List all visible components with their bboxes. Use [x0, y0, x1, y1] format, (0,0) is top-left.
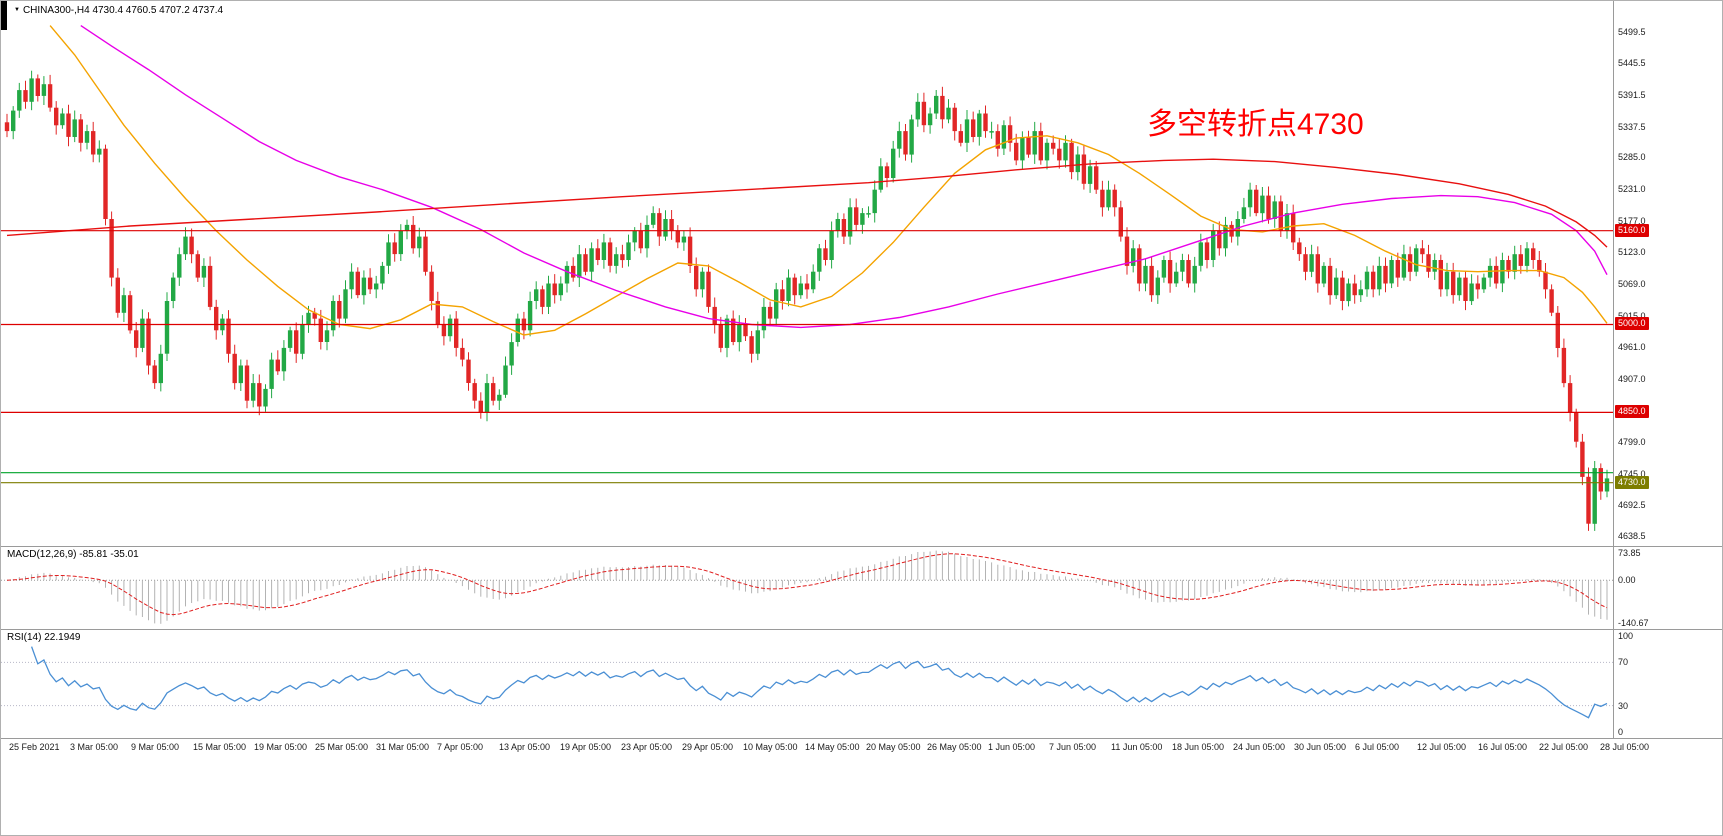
horizontal-lines-layer[interactable] [1, 230, 1613, 484]
macd-indicator-label: MACD(12,26,9) -85.81 -35.01 [7, 549, 139, 560]
rsi-indicator-label: RSI(14) 22.1949 [7, 632, 81, 643]
price-axis-label: 5123.0 [1618, 247, 1646, 257]
price-axis-label: 5391.5 [1618, 90, 1646, 100]
time-axis-label: 24 Jun 05:00 [1233, 742, 1286, 752]
price-axis-label: 5015.0 [1618, 311, 1646, 321]
price-level-badge: 5160.0 [1615, 224, 1649, 237]
time-axis-label: 7 Jun 05:00 [1049, 742, 1097, 752]
price-axis-label: 5337.5 [1618, 122, 1646, 132]
time-axis-label: 19 Apr 05:00 [560, 742, 612, 752]
price-axis-label: 5231.0 [1618, 184, 1646, 194]
time-axis-label: 23 Apr 05:00 [621, 742, 673, 752]
time-axis-label: 19 Mar 05:00 [254, 742, 308, 752]
price-chart-canvas[interactable] [1, 1, 1613, 546]
time-axis-label: 9 Mar 05:00 [131, 742, 180, 752]
time-axis-label: 7 Apr 05:00 [437, 742, 484, 752]
time-axis-label: 6 Jul 05:00 [1355, 742, 1400, 752]
price-axis-label: 4907.0 [1618, 374, 1646, 384]
time-axis-label: 25 Mar 05:00 [315, 742, 369, 752]
axis-separator-vertical [1613, 1, 1614, 738]
time-axis-label: 15 Mar 05:00 [193, 742, 247, 752]
macd-axis-label: 0.00 [1618, 575, 1636, 585]
rsi-line [30, 646, 1608, 719]
price-axis-label: 4961.0 [1618, 342, 1646, 352]
time-axis-label: 13 Apr 05:00 [499, 742, 551, 752]
annotation-text: 多空转折点4730 [1147, 108, 1364, 141]
price-axis-label: 5285.0 [1618, 152, 1646, 162]
price-axis-label: 5499.5 [1618, 27, 1646, 37]
price-axis-label: 4692.5 [1618, 500, 1646, 510]
axis-separator-horizontal [1, 738, 1722, 739]
left-edge-marker [1, 1, 7, 30]
time-axis-label: 22 Jul 05:00 [1539, 742, 1589, 752]
time-axis-label: 20 May 05:00 [866, 742, 921, 752]
macd-panel-canvas[interactable] [1, 547, 1613, 629]
price-level-badge: 5000.0 [1615, 317, 1649, 330]
price-axis-label: 5177.0 [1618, 216, 1646, 226]
time-axis-label: 3 Mar 05:00 [70, 742, 119, 752]
time-axis-label: 10 May 05:00 [743, 742, 798, 752]
time-axis-label: 1 Jun 05:00 [988, 742, 1036, 752]
symbol-timeframe: CHINA300-,H4 [22, 5, 90, 16]
macd-signal-line [6, 553, 1608, 616]
time-axis-label: 18 Jun 05:00 [1172, 742, 1225, 752]
symbol-dropdown-icon[interactable]: ▼ [14, 7, 20, 13]
macd-axis-label: -140.67 [1618, 618, 1649, 628]
chart-title: ▼ CHINA300-,H4 4730.4 4760.5 4707.2 4737.… [14, 5, 223, 16]
price-axis-label: 4799.0 [1618, 437, 1646, 447]
macd-axis-label: 73.85 [1618, 548, 1641, 558]
price-level-badge: 4850.0 [1615, 405, 1649, 418]
time-axis-label: 16 Jul 05:00 [1478, 742, 1528, 752]
panel-separator[interactable] [1, 546, 1722, 547]
rsi-axis-label: 30 [1618, 701, 1629, 711]
rsi-panel-canvas[interactable] [1, 630, 1613, 738]
rsi-axis-label: 70 [1618, 657, 1629, 667]
rsi-axis-label: 0 [1618, 727, 1624, 737]
panel-separator[interactable] [1, 629, 1722, 630]
time-axis-label: 28 Jul 05:00 [1600, 742, 1650, 752]
price-axis-label: 5445.5 [1618, 58, 1646, 68]
ohlc-values: 4730.4 4760.5 4707.2 4737.4 [92, 5, 224, 16]
candles-layer[interactable] [4, 70, 1610, 531]
time-axis-label: 25 Feb 2021 [9, 742, 60, 752]
price-axis-label: 5069.0 [1618, 279, 1646, 289]
time-axis-label: 29 Apr 05:00 [682, 742, 734, 752]
rsi-axis-label: 100 [1618, 631, 1634, 641]
time-axis-label: 12 Jul 05:00 [1417, 742, 1467, 752]
ma-line-long-red [6, 158, 1608, 248]
time-axis-label: 26 May 05:00 [927, 742, 982, 752]
ma-line-fast-orange [49, 25, 1608, 336]
time-axis-label: 31 Mar 05:00 [376, 742, 430, 752]
time-axis-label: 14 May 05:00 [805, 742, 860, 752]
time-axis-label: 30 Jun 05:00 [1294, 742, 1347, 752]
price-axis-label: 4745.0 [1618, 469, 1646, 479]
price-axis-label: 4638.5 [1618, 531, 1646, 541]
time-axis-label: 11 Jun 05:00 [1111, 742, 1163, 752]
price-level-badge: 4730.0 [1615, 476, 1649, 489]
macd-histogram [12, 550, 1608, 624]
